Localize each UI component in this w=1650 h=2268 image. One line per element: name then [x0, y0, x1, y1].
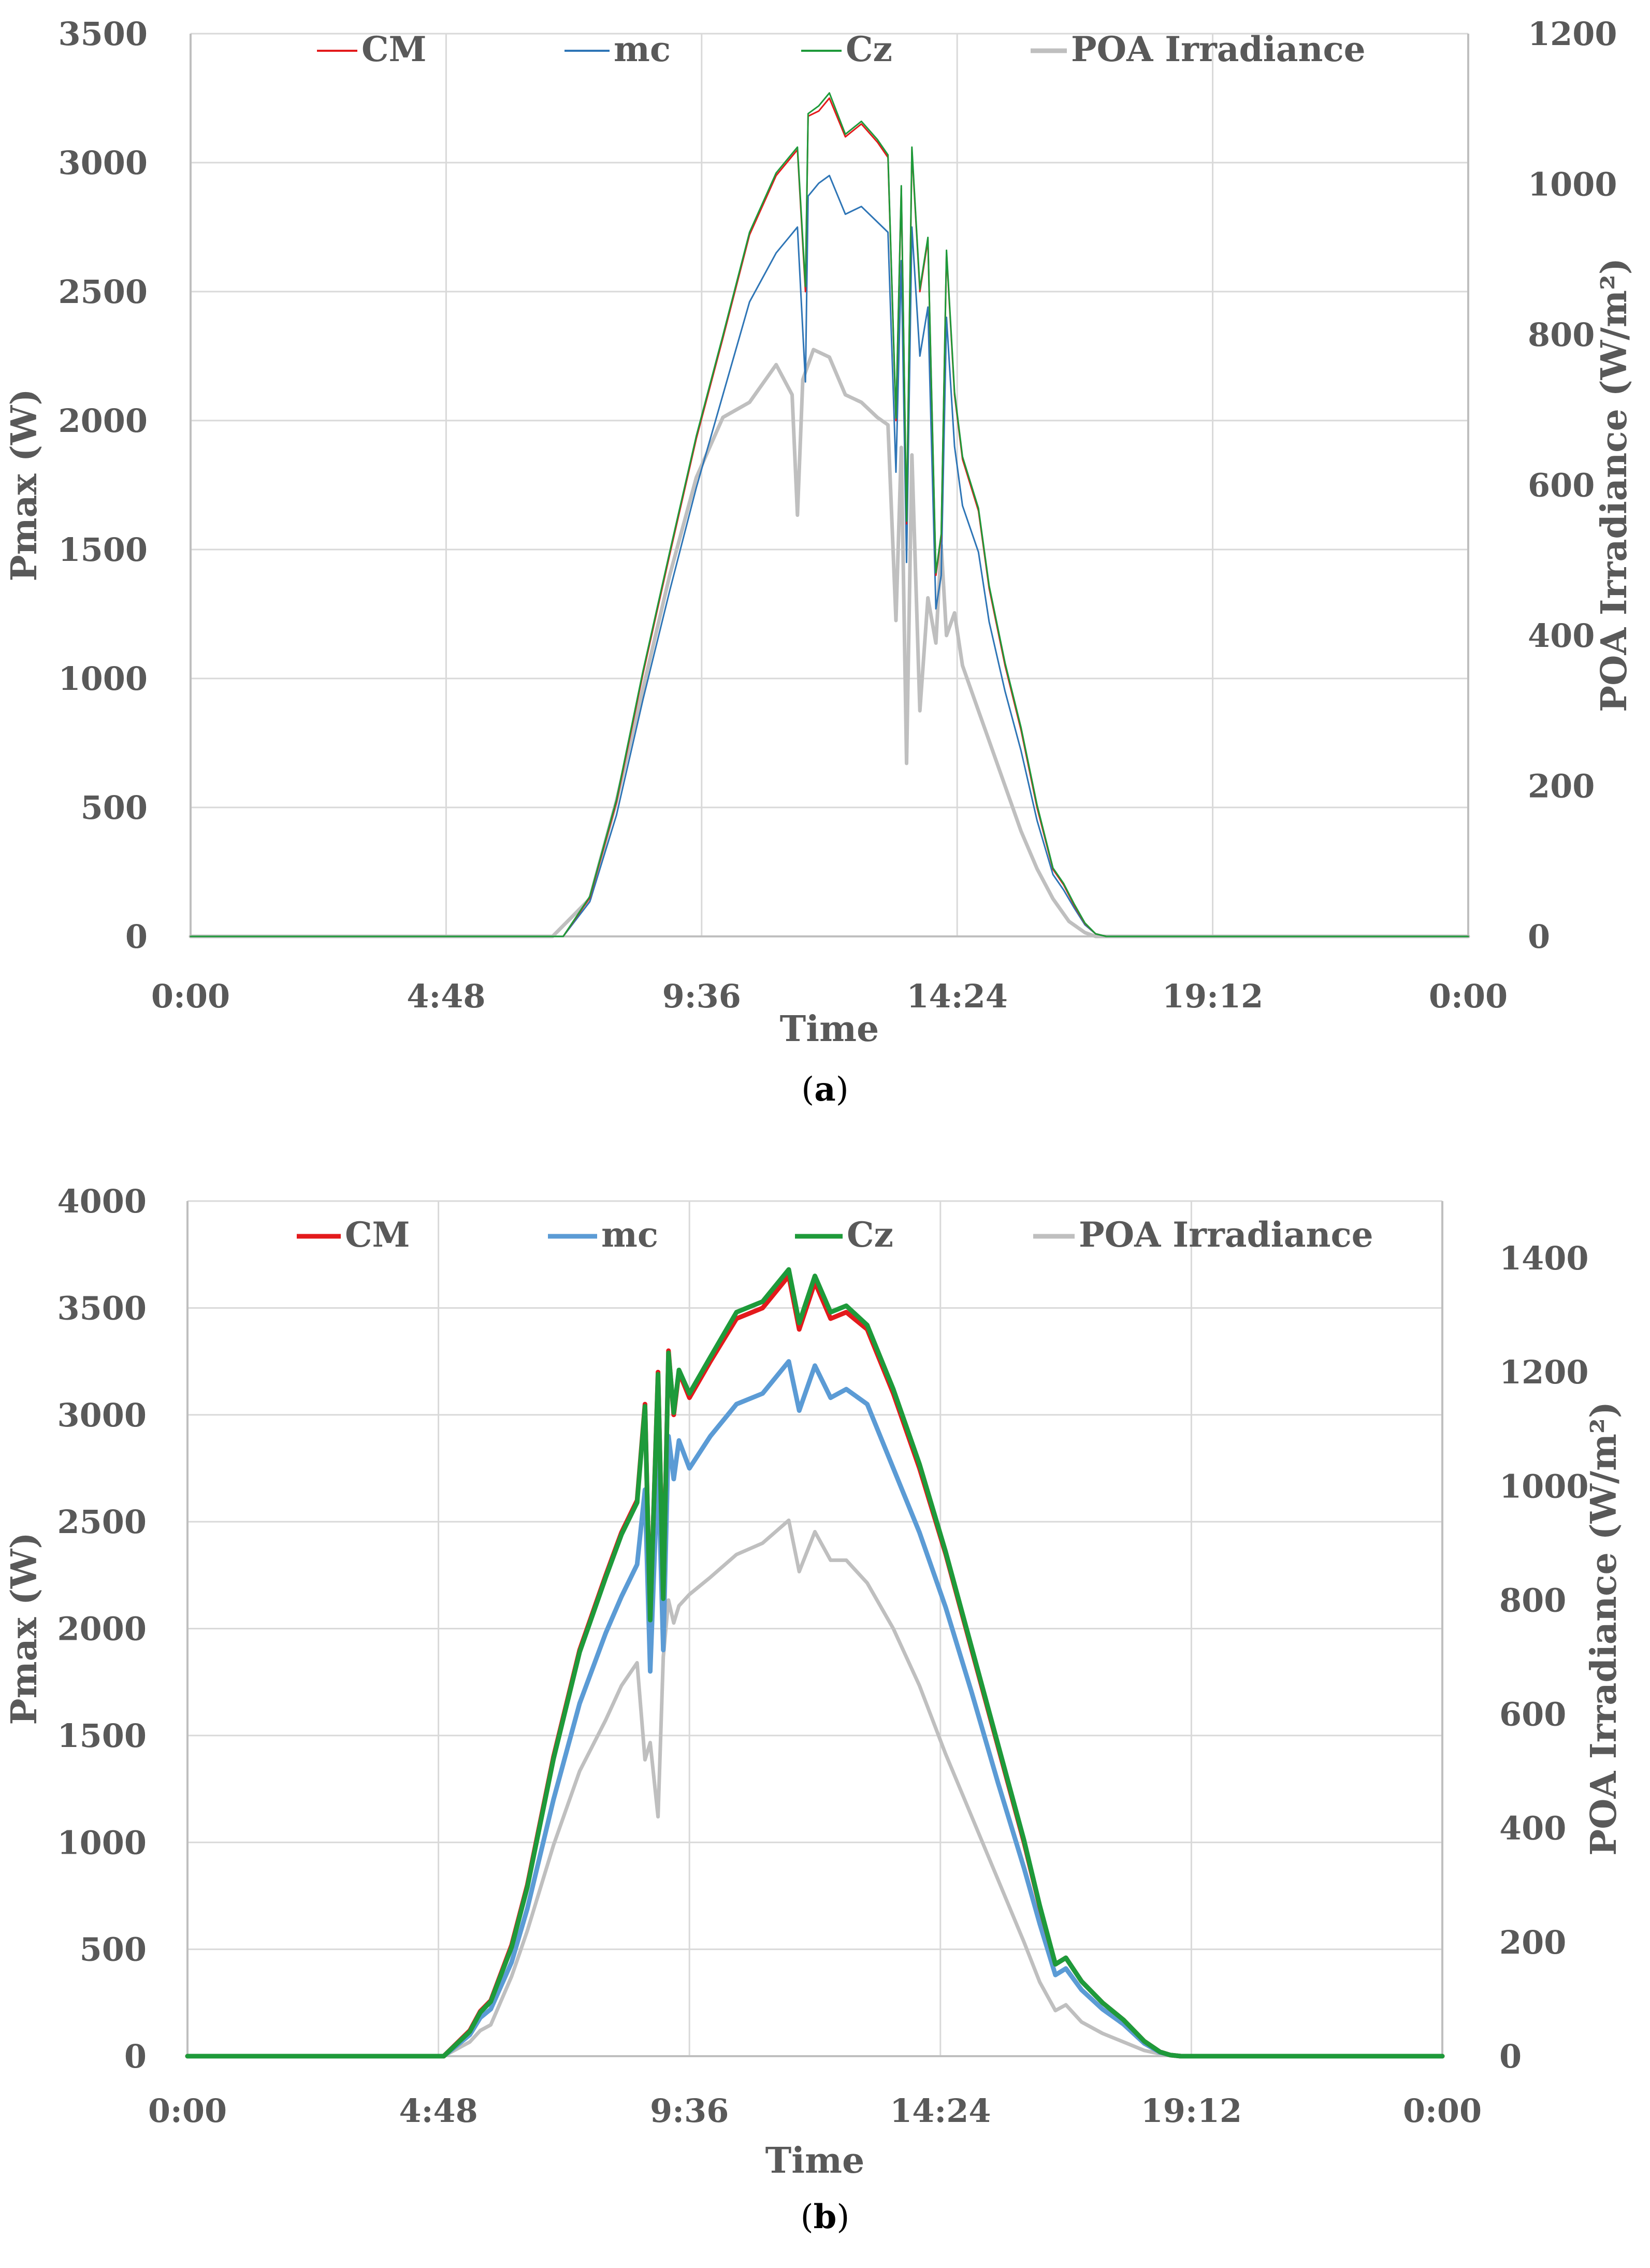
x-tick-label: 19:12: [1162, 977, 1263, 1015]
y-right-tick-label: 1000: [1528, 166, 1617, 204]
x-tick-label: 19:12: [1141, 2092, 1242, 2130]
legend-label: POA Irradiance: [1071, 29, 1366, 69]
y-left-tick-label: 1000: [57, 1824, 147, 1861]
series-line-poa-irradiance: [185, 1518, 1444, 2058]
y-right-tick-label: 600: [1528, 467, 1595, 504]
x-axis-title: Time: [780, 1008, 879, 1050]
y-left-tick-label: 4000: [57, 1182, 147, 1220]
y-left-tick-label: 2500: [57, 1503, 147, 1541]
y-left-tick-label: 2000: [58, 402, 148, 440]
x-tick-label: 0:00: [148, 2092, 227, 2130]
y-left-tick-label: 3500: [57, 1289, 147, 1327]
y-left-tick-label: 2000: [57, 1610, 147, 1648]
y-right-tick-label: 200: [1528, 768, 1595, 805]
panel-caption: (b): [801, 2198, 850, 2236]
chart-panel-b: 0 500 1000 1500 2000 2500 3000 3500 4000 0 200 400 6…: [0, 1134, 1650, 2268]
series-line-cm: [190, 97, 1469, 937]
series-line-cz: [190, 92, 1469, 937]
x-tick-label: 4:48: [399, 2092, 477, 2130]
caption-letter: b: [814, 2198, 837, 2236]
y-right-axis-title: POA Irradiance (W/m²): [1594, 258, 1635, 712]
y-right-tick-label: 1400: [1499, 1239, 1589, 1277]
caption-open: (: [801, 1071, 814, 1109]
series-line-mc: [185, 1359, 1445, 2059]
x-tick-label: 14:24: [906, 977, 1007, 1015]
y-left-axis-title: Pmax (W): [4, 388, 45, 581]
x-tick-label: 4:48: [407, 977, 485, 1015]
legend-label: CM: [361, 29, 427, 69]
y-left-tick-label: 2500: [58, 273, 148, 311]
legend-label: mc: [614, 29, 671, 69]
caption-open: (: [801, 2198, 814, 2236]
y-right-tick-label: 0: [1528, 918, 1550, 956]
x-tick-label: 14:24: [890, 2092, 991, 2130]
y-left-tick-label: 1500: [57, 1717, 147, 1755]
series-line-cm: [185, 1274, 1445, 2059]
series-line-cz: [185, 1267, 1445, 2059]
y-right-tick-label: 600: [1499, 1696, 1566, 1733]
y-left-tick-label: 0: [124, 2038, 147, 2075]
legend-label: mc: [601, 1215, 658, 1255]
y-left-tick-label: 0: [125, 918, 148, 956]
legend-label: POA Irradiance: [1079, 1215, 1373, 1255]
chart-panel-a: 0 500 1000 1500 2000 2500 3000 3500 0 200 400 600 80…: [4, 15, 1635, 1109]
y-left-tick-label: 3000: [57, 1396, 147, 1434]
series-line-mc: [190, 175, 1469, 937]
x-tick-label: 9:36: [662, 977, 741, 1015]
caption-close: ): [836, 2198, 849, 2236]
y-left-tick-label: 1500: [58, 531, 148, 569]
y-right-tick-label: 400: [1528, 617, 1595, 655]
y-right-axis-title: POA Irradiance (W/m²): [1583, 1402, 1625, 1856]
x-tick-label: 9:36: [650, 2092, 729, 2130]
legend-label: Cz: [846, 29, 892, 69]
x-tick-label: 0:00: [1429, 977, 1508, 1015]
y-left-tick-label: 500: [81, 789, 148, 827]
chart-b: 0 500 1000 1500 2000 2500 3000 3500 4000 0 200 400 6…: [4, 1182, 1625, 2236]
y-left-axis-title: Pmax (W): [4, 1532, 45, 1725]
legend-label: Cz: [847, 1215, 893, 1255]
y-left-tick-label: 3000: [58, 144, 148, 182]
caption-close: ): [836, 1071, 849, 1109]
y-right-tick-label: 800: [1528, 316, 1595, 354]
y-right-tick-label: 1000: [1499, 1467, 1589, 1505]
x-tick-label: 0:00: [1403, 2092, 1482, 2130]
caption-letter: a: [814, 1070, 835, 1109]
x-tick-label: 0:00: [151, 977, 230, 1015]
series-line-poa-irradiance: [189, 348, 1470, 938]
y-right-tick-label: 0: [1499, 2038, 1522, 2075]
y-left-tick-label: 500: [80, 1931, 147, 1969]
y-right-tick-label: 400: [1499, 1810, 1566, 1847]
panel-caption: (a): [801, 1070, 848, 1109]
y-right-tick-label: 1200: [1528, 15, 1617, 53]
y-right-tick-label: 200: [1499, 1924, 1566, 1961]
y-left-tick-label: 1000: [58, 660, 148, 698]
chart-a: 0 500 1000 1500 2000 2500 3000 3500 0 200 400 600 80…: [4, 15, 1635, 1109]
y-left-tick-label: 3500: [58, 15, 148, 53]
y-right-tick-label: 800: [1499, 1581, 1566, 1619]
x-axis-title: Time: [765, 2140, 865, 2182]
y-right-tick-label: 1200: [1499, 1353, 1589, 1391]
legend-label: CM: [345, 1215, 410, 1255]
